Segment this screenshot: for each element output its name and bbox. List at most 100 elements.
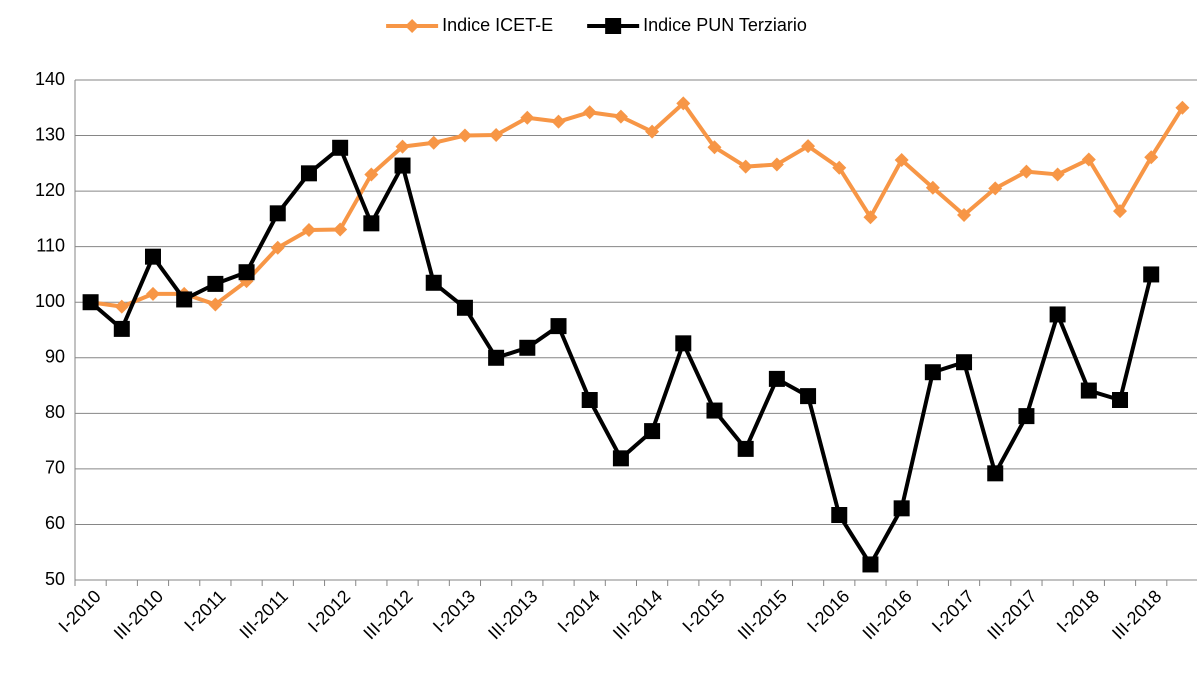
point [332, 139, 349, 156]
point [1081, 152, 1096, 167]
point [395, 139, 410, 154]
y-tick-label: 90 [45, 347, 65, 367]
y-tick-label: 70 [45, 458, 65, 478]
x-tick-label: III-2017 [983, 586, 1040, 643]
point [1175, 100, 1190, 115]
x-tick-label: III-2013 [484, 586, 541, 643]
point [768, 370, 785, 387]
point [707, 140, 722, 155]
point [769, 157, 784, 172]
y-tick-label: 100 [35, 291, 65, 311]
point [893, 500, 910, 517]
point [207, 275, 224, 292]
point [613, 109, 628, 124]
y-tick-label: 50 [45, 569, 65, 589]
point [114, 299, 129, 314]
x-tick-label: III-2014 [609, 586, 666, 643]
point [800, 388, 817, 405]
x-tick-label: I-2016 [803, 586, 853, 636]
point [425, 274, 442, 291]
point [1019, 164, 1034, 179]
point [301, 223, 316, 237]
point [1112, 392, 1129, 408]
y-tick-label: 80 [45, 402, 65, 422]
point [801, 139, 816, 154]
point [706, 402, 723, 419]
point [956, 354, 973, 371]
legend-marker [405, 19, 420, 33]
point [144, 248, 161, 265]
legend: Indice ICET-E Indice PUN Terziario [386, 15, 807, 35]
point [612, 450, 629, 467]
point [270, 240, 285, 255]
point [737, 440, 754, 457]
x-tick-label: I-2012 [304, 586, 354, 636]
point [488, 349, 505, 366]
x-tick-label: I-2013 [429, 586, 479, 636]
point [738, 159, 753, 174]
point [238, 264, 255, 281]
point [363, 215, 380, 232]
x-tick-label: III-2015 [734, 586, 791, 643]
point [988, 181, 1003, 196]
point [489, 128, 504, 142]
x-tick-label: I-2015 [678, 586, 728, 636]
x-tick-label: III-2016 [859, 586, 916, 643]
x-tick-label: I-2017 [928, 586, 978, 636]
point [831, 507, 848, 523]
point [1144, 150, 1159, 165]
point [457, 128, 472, 143]
point [863, 210, 878, 225]
y-tick-label: 130 [35, 124, 65, 144]
x-tick-label: III-2012 [359, 586, 416, 643]
legend-label: Indice ICET-E [442, 15, 553, 35]
point [113, 320, 130, 337]
point [519, 339, 536, 356]
series-line [90, 101, 1185, 309]
point [1018, 408, 1035, 425]
y-tick-label: 60 [45, 513, 65, 533]
point [176, 291, 193, 308]
point [426, 135, 441, 150]
point [644, 423, 661, 440]
point [520, 110, 535, 125]
point [1113, 204, 1128, 219]
legend-label: Indice PUN Terziario [643, 15, 807, 35]
point [675, 335, 692, 352]
point [1080, 382, 1097, 399]
point [551, 114, 566, 129]
point [269, 205, 286, 222]
x-tick-label: I-2018 [1053, 586, 1103, 636]
x-tick-label: III-2010 [110, 586, 167, 643]
point [582, 105, 597, 120]
x-tick-label: I-2011 [180, 586, 229, 635]
point [957, 208, 972, 222]
point [645, 124, 660, 139]
y-tick-label: 140 [35, 69, 65, 89]
y-tick-label: 120 [35, 180, 65, 200]
x-tick-label: III-2011 [236, 586, 292, 642]
series-line [89, 145, 1154, 567]
point [394, 157, 411, 174]
x-tick-label: I-2014 [554, 586, 604, 636]
y-tick-label: 110 [36, 235, 65, 255]
point [832, 160, 847, 175]
point [333, 222, 348, 237]
point [894, 153, 909, 167]
x-tick-label: I-2010 [55, 586, 105, 636]
point [1049, 306, 1066, 323]
point [550, 318, 567, 335]
point [676, 96, 691, 111]
point [1143, 266, 1160, 283]
x-tick-label: III-2018 [1108, 586, 1165, 643]
point [364, 167, 379, 182]
legend-marker [605, 18, 622, 34]
point [581, 392, 598, 408]
point [145, 286, 160, 301]
point [208, 297, 223, 312]
point [82, 294, 99, 311]
point [924, 364, 941, 381]
point [300, 165, 317, 182]
